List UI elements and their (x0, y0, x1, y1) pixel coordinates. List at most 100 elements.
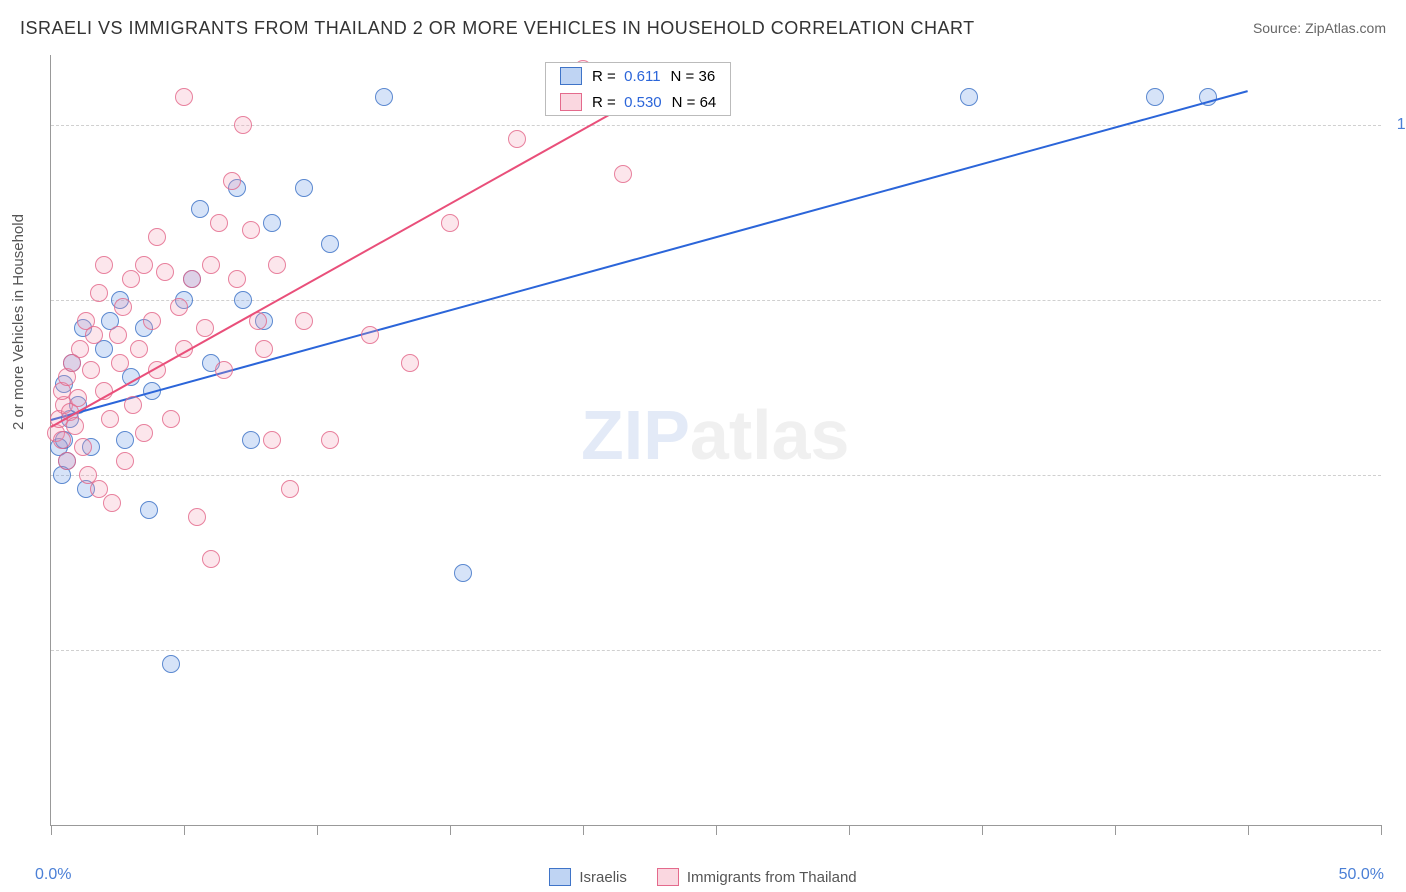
y-tick-label: 100.0% (1391, 116, 1406, 134)
trendline-thai (51, 69, 690, 428)
gridline (51, 650, 1381, 651)
x-tick (184, 825, 185, 835)
data-point-thai (281, 480, 299, 498)
x-tick (982, 825, 983, 835)
legend-r-value: R = 0.611 (592, 68, 661, 85)
data-point-thai (215, 361, 233, 379)
chart-title: ISRAELI VS IMMIGRANTS FROM THAILAND 2 OR… (20, 18, 975, 39)
legend-row-thai: R = 0.530 N = 64 (546, 89, 730, 115)
data-point-thai (210, 214, 228, 232)
x-tick (1381, 825, 1382, 835)
data-point-thai (95, 256, 113, 274)
x-tick (716, 825, 717, 835)
data-point-thai (263, 431, 281, 449)
gridline (51, 475, 1381, 476)
legend-row-israelis: R = 0.611 N = 36 (546, 63, 730, 89)
data-point-thai (135, 256, 153, 274)
data-point-israelis (960, 88, 978, 106)
data-point-thai (321, 431, 339, 449)
data-point-thai (143, 312, 161, 330)
watermark: ZIPatlas (581, 395, 849, 475)
data-point-thai (135, 424, 153, 442)
correlation-legend: R = 0.611 N = 36 R = 0.530 N = 64 (545, 62, 731, 116)
data-point-thai (614, 165, 632, 183)
data-point-thai (175, 88, 193, 106)
y-tick-label: 50.0% (1391, 466, 1406, 484)
data-point-israelis (321, 235, 339, 253)
y-tick-label: 75.0% (1391, 291, 1406, 309)
data-point-thai (90, 284, 108, 302)
data-point-thai (196, 319, 214, 337)
legend-item-thai: Immigrants from Thailand (657, 868, 857, 886)
legend-swatch (549, 868, 571, 886)
data-point-thai (188, 508, 206, 526)
data-point-thai (401, 354, 419, 372)
x-tick (317, 825, 318, 835)
data-point-thai (130, 340, 148, 358)
data-point-thai (69, 389, 87, 407)
data-point-israelis (375, 88, 393, 106)
data-point-thai (242, 221, 260, 239)
data-point-thai (111, 354, 129, 372)
x-tick (583, 825, 584, 835)
x-tick (1248, 825, 1249, 835)
data-point-thai (202, 550, 220, 568)
data-point-israelis (263, 214, 281, 232)
x-tick (849, 825, 850, 835)
data-point-thai (116, 452, 134, 470)
data-point-thai (124, 396, 142, 414)
data-point-israelis (162, 655, 180, 673)
x-tick (51, 825, 52, 835)
data-point-thai (202, 256, 220, 274)
data-point-israelis (116, 431, 134, 449)
data-point-thai (228, 270, 246, 288)
legend-swatch (560, 93, 582, 111)
legend-item-israelis: Israelis (549, 868, 627, 886)
data-point-thai (234, 116, 252, 134)
data-point-thai (66, 417, 84, 435)
y-axis-label: 2 or more Vehicles in Household (10, 214, 27, 430)
legend-r-value: R = 0.530 (592, 94, 662, 111)
data-point-thai (71, 340, 89, 358)
data-point-thai (85, 326, 103, 344)
source-label: Source: ZipAtlas.com (1253, 20, 1386, 36)
data-point-thai (148, 228, 166, 246)
x-tick (450, 825, 451, 835)
data-point-thai (103, 494, 121, 512)
data-point-thai (441, 214, 459, 232)
data-point-thai (74, 438, 92, 456)
data-point-thai (508, 130, 526, 148)
x-tick (1115, 825, 1116, 835)
data-point-israelis (234, 291, 252, 309)
data-point-thai (183, 270, 201, 288)
data-point-thai (82, 361, 100, 379)
data-point-thai (170, 298, 188, 316)
data-point-israelis (140, 501, 158, 519)
data-point-israelis (242, 431, 260, 449)
data-point-thai (255, 340, 273, 358)
data-point-thai (295, 312, 313, 330)
data-point-thai (58, 452, 76, 470)
data-point-thai (223, 172, 241, 190)
legend-n-value: N = 64 (672, 94, 717, 111)
data-point-thai (53, 431, 71, 449)
series-legend: Israelis Immigrants from Thailand (0, 868, 1406, 886)
data-point-israelis (1146, 88, 1164, 106)
scatter-plot: ZIPatlas 25.0%50.0%75.0%100.0% (50, 55, 1381, 826)
data-point-israelis (191, 200, 209, 218)
data-point-israelis (295, 179, 313, 197)
data-point-thai (268, 256, 286, 274)
data-point-thai (162, 410, 180, 428)
data-point-thai (361, 326, 379, 344)
legend-swatch (657, 868, 679, 886)
y-tick-label: 25.0% (1391, 641, 1406, 659)
legend-swatch (560, 67, 582, 85)
legend-n-value: N = 36 (671, 68, 716, 85)
legend-label: Immigrants from Thailand (687, 869, 857, 886)
data-point-thai (114, 298, 132, 316)
data-point-israelis (454, 564, 472, 582)
data-point-thai (109, 326, 127, 344)
data-point-thai (101, 410, 119, 428)
legend-label: Israelis (579, 869, 627, 886)
data-point-thai (156, 263, 174, 281)
